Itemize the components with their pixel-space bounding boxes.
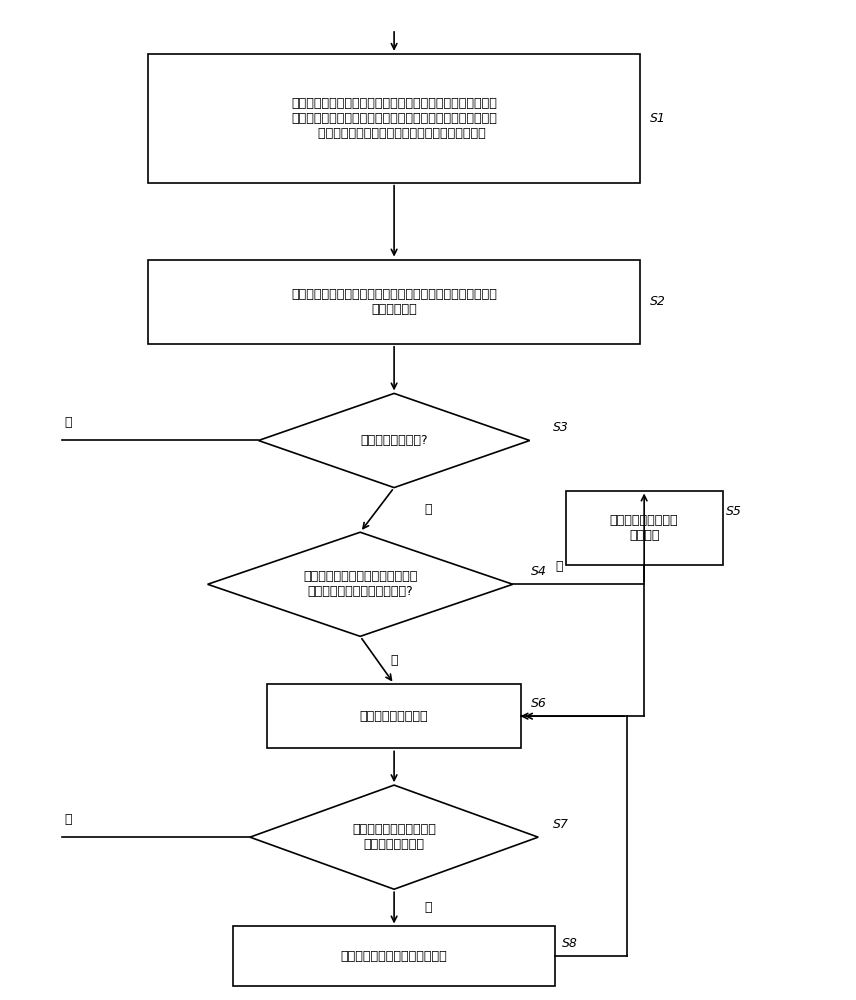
- Text: 停止线被积雪覆盖?: 停止线被积雪覆盖?: [360, 434, 428, 447]
- Text: 否: 否: [64, 416, 72, 429]
- Text: S7: S7: [553, 818, 568, 831]
- Text: 延长当前放行方向的
绿灯时间: 延长当前放行方向的 绿灯时间: [609, 514, 679, 542]
- Text: S1: S1: [650, 112, 666, 125]
- Polygon shape: [259, 393, 530, 488]
- Text: 根据不同方向机动车遇红灯的停车等待次数的关系，对路口信
号灯进行控制: 根据不同方向机动车遇红灯的停车等待次数的关系，对路口信 号灯进行控制: [291, 288, 497, 316]
- FancyBboxPatch shape: [267, 684, 521, 748]
- Text: S2: S2: [650, 295, 666, 308]
- FancyBboxPatch shape: [233, 926, 556, 986]
- Text: S6: S6: [532, 697, 547, 710]
- Text: 改变信号灯放行方向: 改变信号灯放行方向: [360, 710, 428, 723]
- Polygon shape: [208, 532, 513, 636]
- Text: 判断已进入路口内的车辆
是否全部通过路口: 判断已进入路口内的车辆 是否全部通过路口: [352, 823, 436, 851]
- Text: 实时监测路口各个行驶方向的停止线是否被积雪覆盖；连续平
面精准跟踪路口每个方向上的机动车，实时获取每个方向的机
    动车的数量、每一台机动车的瞬时速度和精准: 实时监测路口各个行驶方向的停止线是否被积雪覆盖；连续平 面精准跟踪路口每个方向上…: [291, 97, 497, 140]
- Text: 否: 否: [556, 560, 563, 573]
- Text: 是: 是: [390, 654, 398, 667]
- Text: 距离当前放行方向的停止线上游设
定阈值距离的范围内有机动车?: 距离当前放行方向的停止线上游设 定阈值距离的范围内有机动车?: [303, 570, 418, 598]
- FancyBboxPatch shape: [566, 491, 722, 565]
- Text: 是: 是: [425, 503, 431, 516]
- Polygon shape: [250, 785, 538, 889]
- Text: S8: S8: [562, 937, 578, 950]
- Text: S5: S5: [727, 505, 742, 518]
- Text: S4: S4: [532, 565, 547, 578]
- Text: 是: 是: [64, 813, 72, 826]
- Text: S3: S3: [553, 421, 568, 434]
- Text: 否: 否: [425, 901, 431, 914]
- FancyBboxPatch shape: [148, 54, 640, 183]
- Text: 延长该路口的信号灯的全红时间: 延长该路口的信号灯的全红时间: [341, 950, 448, 963]
- FancyBboxPatch shape: [148, 260, 640, 344]
